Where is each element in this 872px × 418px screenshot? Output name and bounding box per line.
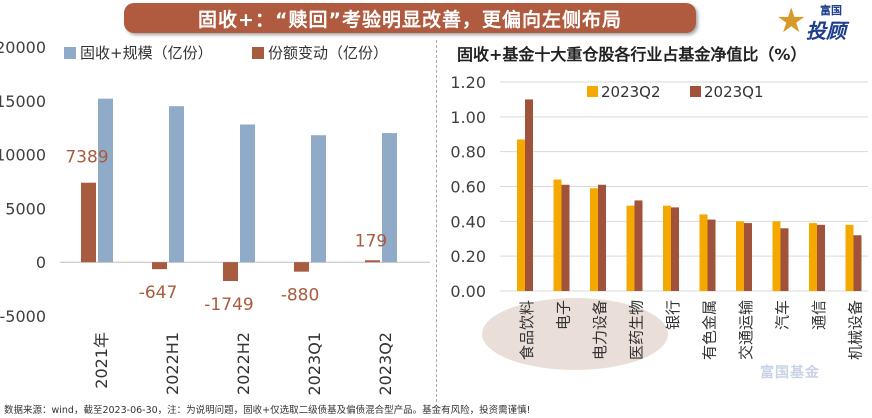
x-tick-label: 2022H2 [234,332,253,395]
bar-q2 [590,188,598,291]
bar-q2 [845,224,854,291]
y-tick-label: 20000 [0,38,46,57]
bar-q2 [772,221,781,291]
x-tick-label: 交通运输 [737,300,755,360]
x-tick-label: 汽车 [774,300,792,330]
bar-q2 [626,205,635,291]
highlight-ellipse [482,298,668,370]
x-tick-label: 2023Q2 [376,332,395,396]
watermark: 富国基金 [760,365,820,381]
page-title: 固收+：“赎回”考验明显改善，更偏向左侧布局 [124,3,696,33]
industry-weight-chart: 固收+基金十大重仓股各行业占基金净值比（%） 0.00 0.20 0.40 0.60 0.… [450,45,868,370]
x-tick-label: 有色金属 [701,300,719,360]
x-tick-label: 机械设备 [847,300,865,360]
y-tick-label: 0.80 [450,143,486,162]
bar-scale [240,124,255,263]
bar-q2 [736,221,744,291]
brand-logo: ★ 富国 投顾 [776,1,870,43]
legend-swatch-q1 [690,86,701,97]
x-tick-label: 电力设备 [591,300,609,360]
y-tick-label: 0.60 [450,178,486,197]
bar-q1 [707,219,716,291]
bar-scale [382,133,397,263]
bar-q1 [817,224,825,291]
bar-q2 [699,214,708,291]
x-tick-label: 食品饮料 [518,300,536,360]
bar-q1 [671,207,679,291]
bar-q1 [634,200,643,291]
x-tick-label: 银行 [664,300,682,330]
logo-small-text: 富国 [820,4,842,17]
chart-title: 固收+基金十大重仓股各行业占基金净值比（%） [457,45,806,64]
data-label-flow: 179 [355,231,387,251]
y-tick-label: 5000 [5,199,46,218]
y-tick-label: 10000 [0,146,46,165]
bar-q2 [809,223,817,291]
bar-q1 [853,235,862,291]
x-tick-label: 2021年 [92,332,111,389]
bar-q1 [561,184,570,291]
legend-label-q2: 2023Q2 [601,83,661,101]
y-tick-label: 15000 [0,92,46,111]
bar-scale [98,98,113,263]
footnote: 数据来源：wind，截至2023-06-30，注：为说明问题，固收+仅选取二级债… [4,405,531,416]
y-tick-label: 0 [36,253,46,272]
bar-q2 [517,139,525,291]
bar-flow [152,262,167,270]
y-tick-label: -5000 [0,307,46,326]
y-tick-label: 0.40 [450,212,486,231]
star-icon: ★ [776,1,807,41]
bar-q2 [553,179,562,291]
x-tick-label: 医药生物 [628,300,646,360]
bar-q1 [525,99,533,292]
bar-flow [81,182,96,263]
data-label-flow: -880 [281,286,320,306]
data-label-flow: 7389 [65,148,108,168]
bar-flow [365,260,380,263]
bar-q2 [663,205,671,291]
bar-scale [311,135,326,263]
bar-q1 [598,184,606,291]
bar-scale [169,106,184,263]
y-tick-label: 1.20 [450,73,486,92]
fund-scale-chart: 20000 15000 10000 5000 0 -5000 固收+规模（亿份） 份额变动（亿… [0,38,430,396]
x-tick-label: 2022H1 [163,332,182,395]
panel-divider [436,40,437,402]
legend-swatch-flow [252,47,264,59]
bar-q1 [744,223,752,291]
y-tick-label: 0.20 [450,247,486,266]
bar-q1 [780,228,789,291]
x-tick-label: 电子 [555,300,573,330]
legend-label-flow: 份额变动（亿份） [268,44,388,62]
bar-flow [223,262,238,282]
bar-flow [294,262,309,272]
data-label-flow: -1749 [204,295,253,315]
x-tick-label: 通信 [810,300,828,330]
y-tick-label: 0.00 [450,282,486,301]
legend-swatch-q2 [587,86,598,97]
legend-label-scale: 固收+规模（亿份） [80,44,213,62]
data-label-flow: -647 [139,283,178,303]
legend-swatch-scale [64,47,76,59]
x-tick-label: 2023Q1 [305,332,324,396]
y-tick-label: 1.00 [450,108,486,127]
legend-label-q1: 2023Q1 [704,83,764,101]
logo-big-text: 投顾 [806,19,846,43]
